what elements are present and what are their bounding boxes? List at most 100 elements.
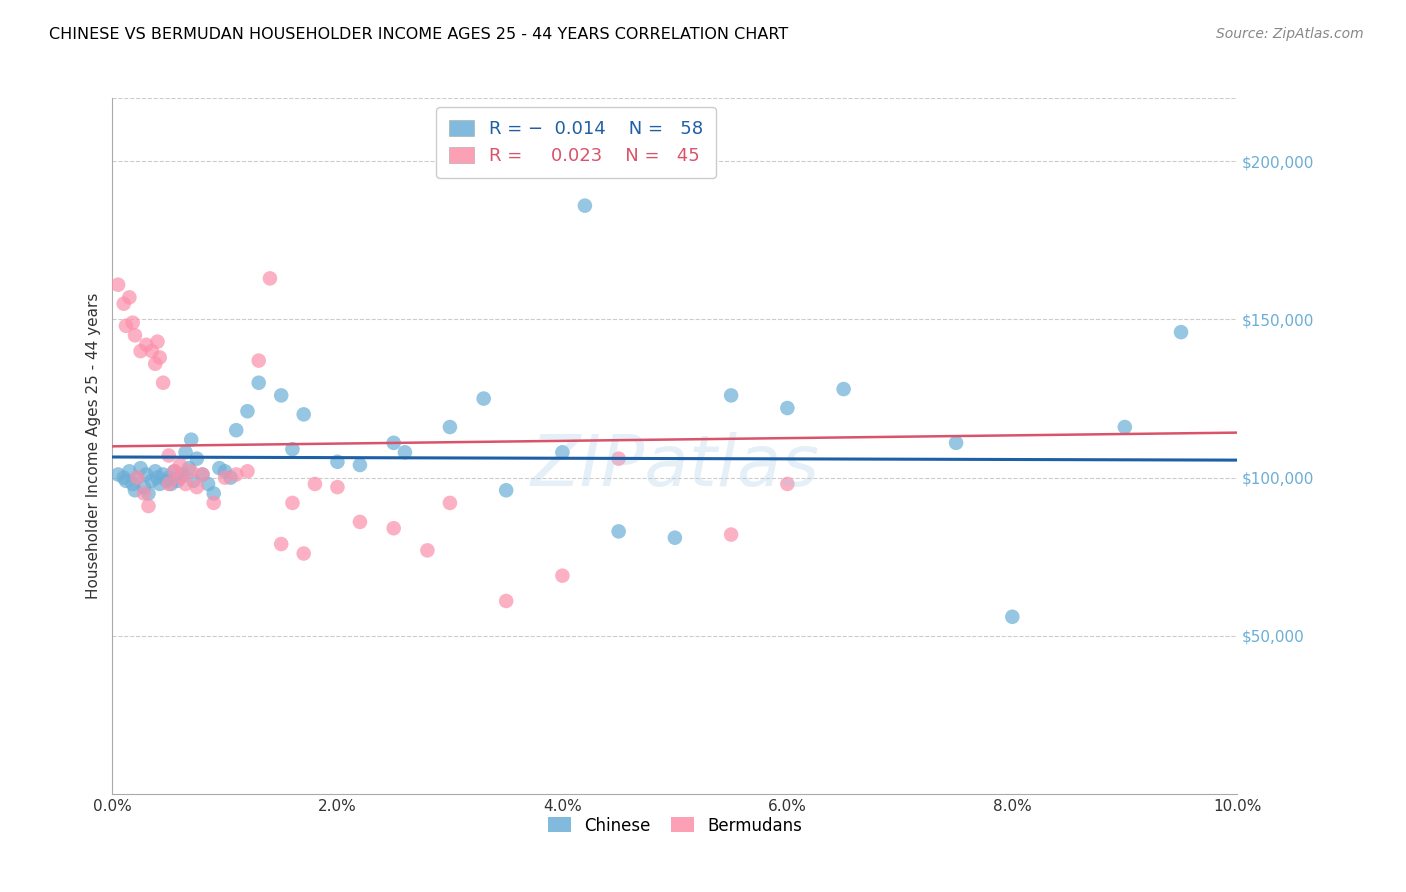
Point [1170,325,1192,339]
Point [177,461,200,475]
Legend: Chinese, Bermudans: Chinese, Bermudans [541,810,808,841]
Point [551,568,574,582]
Point [247,353,270,368]
Point [720,527,742,541]
Point [776,401,799,415]
Point [1114,420,1136,434]
Point [495,483,517,498]
Point [292,408,315,422]
Point [107,277,129,292]
Point [225,423,247,437]
Point [149,477,172,491]
Point [304,477,326,491]
Point [121,477,143,491]
Point [146,470,169,484]
Point [394,445,416,459]
Point [157,470,180,484]
Point [157,449,180,463]
Point [183,474,205,488]
Point [495,594,517,608]
Point [191,467,214,482]
Point [214,464,236,478]
Point [135,338,157,352]
Point [141,474,163,488]
Point [135,467,157,482]
Point [186,451,208,466]
Point [152,376,174,390]
Point [160,477,183,491]
Point [349,515,371,529]
Point [141,344,163,359]
Point [124,328,146,343]
Point [197,477,219,491]
Point [776,477,799,491]
Point [574,199,596,213]
Point [163,464,186,478]
Point [208,461,231,475]
Point [326,480,349,494]
Text: Source: ZipAtlas.com: Source: ZipAtlas.com [1216,27,1364,41]
Point [281,442,304,457]
Point [169,458,191,472]
Point [152,467,174,482]
Point [236,464,259,478]
Point [247,376,270,390]
Point [270,537,292,551]
Point [174,445,197,459]
Y-axis label: Householder Income Ages 25 - 44 years: Householder Income Ages 25 - 44 years [86,293,101,599]
Point [180,433,202,447]
Point [143,357,166,371]
Point [607,524,630,539]
Point [236,404,259,418]
Point [214,470,236,484]
Point [186,480,208,494]
Point [143,464,166,478]
Point [118,290,141,304]
Text: CHINESE VS BERMUDAN HOUSEHOLDER INCOME AGES 25 - 44 YEARS CORRELATION CHART: CHINESE VS BERMUDAN HOUSEHOLDER INCOME A… [49,27,789,42]
Point [112,296,135,310]
Point [382,435,405,450]
Point [163,464,186,478]
Point [472,392,495,406]
Point [127,470,149,484]
Point [439,420,461,434]
Point [326,455,349,469]
Point [127,470,149,484]
Point [149,351,172,365]
Point [292,547,315,561]
Point [720,388,742,402]
Point [832,382,855,396]
Point [132,486,155,500]
Point [219,470,242,484]
Point [169,470,191,484]
Point [132,480,155,494]
Point [191,467,214,482]
Point [138,486,160,500]
Point [124,483,146,498]
Point [115,474,138,488]
Point [115,318,138,333]
Point [118,464,141,478]
Point [112,470,135,484]
Point [551,445,574,459]
Point [416,543,439,558]
Point [439,496,461,510]
Point [281,496,304,510]
Point [270,388,292,402]
Point [664,531,686,545]
Point [382,521,405,535]
Point [174,477,197,491]
Point [169,470,191,484]
Point [607,451,630,466]
Point [225,467,247,482]
Point [172,467,194,482]
Point [945,435,967,450]
Point [129,344,152,359]
Point [121,316,143,330]
Point [107,467,129,482]
Point [180,464,202,478]
Point [129,461,152,475]
Point [166,474,188,488]
Point [202,496,225,510]
Point [146,334,169,349]
